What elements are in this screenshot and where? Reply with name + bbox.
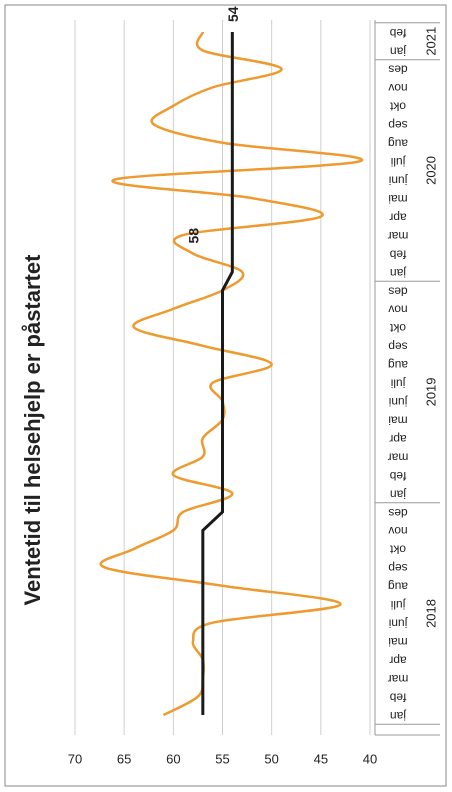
x-tick-label: juni [389, 174, 409, 188]
y-tick-label: 60 [166, 751, 180, 766]
x-tick-label: des [388, 63, 407, 77]
x-tick-label: jan [390, 266, 407, 280]
data-label: 54 [225, 6, 241, 22]
x-tick-label: apr [389, 210, 406, 224]
x-tick-label: nov [388, 303, 407, 317]
x-tick-label: juli [391, 377, 407, 391]
frame [4, 4, 447, 787]
y-tick-label: 40 [363, 751, 377, 766]
x-tick-label: feb [389, 690, 406, 704]
x-tick-label: jan [390, 487, 407, 501]
x-tick-label: mai [388, 413, 407, 427]
year-label: 2021 [423, 27, 438, 56]
x-tick-label: juni [389, 395, 409, 409]
y-tick-label: 65 [117, 751, 131, 766]
x-tick-label: mar [388, 672, 409, 686]
x-tick-label: jan [390, 44, 407, 58]
y-tick-label: 45 [314, 751, 328, 766]
x-tick-label: des [388, 284, 407, 298]
chart-title: Ventetid til helsehjelp er påstartet [20, 254, 45, 606]
x-tick-label: des [388, 506, 407, 520]
x-tick-label: mar [388, 450, 409, 464]
y-tick-label: 55 [215, 751, 229, 766]
year-label: 2018 [423, 599, 438, 628]
x-tick-label: aug [388, 137, 408, 151]
series-line [99, 31, 364, 717]
x-tick-label: mai [388, 635, 407, 649]
x-tick-label: okt [389, 321, 406, 335]
x-tick-label: mai [388, 192, 407, 206]
x-tick-label: feb [389, 247, 406, 261]
x-tick-label: sep [388, 561, 408, 575]
x-tick-label: okt [389, 100, 406, 114]
x-tick-label: okt [389, 543, 406, 557]
x-tick-label: sep [388, 118, 408, 132]
year-label: 2020 [423, 156, 438, 185]
year-label: 2019 [423, 377, 438, 406]
x-tick-label: juli [391, 598, 407, 612]
x-tick-label: juli [391, 155, 407, 169]
x-tick-label: apr [389, 653, 406, 667]
x-tick-label: jan [390, 709, 407, 723]
x-tick-label: nov [388, 524, 407, 538]
x-tick-label: aug [388, 358, 408, 372]
y-tick-label: 50 [264, 751, 278, 766]
series-line [201, 32, 234, 715]
x-tick-label: feb [389, 469, 406, 483]
y-tick-label: 70 [68, 751, 82, 766]
x-tick-label: mar [388, 229, 409, 243]
x-tick-label: nov [388, 81, 407, 95]
x-tick-label: sep [388, 340, 408, 354]
x-tick-label: feb [389, 26, 406, 40]
x-tick-label: aug [388, 580, 408, 594]
x-tick-label: apr [389, 432, 406, 446]
x-tick-label: juni [389, 617, 409, 631]
data-label: 58 [186, 228, 202, 244]
